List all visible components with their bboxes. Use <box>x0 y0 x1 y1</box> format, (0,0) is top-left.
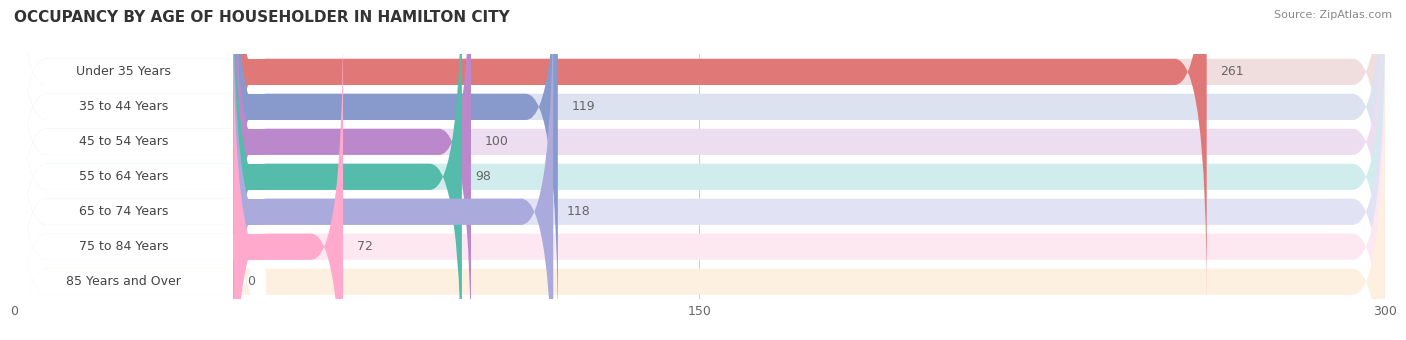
FancyBboxPatch shape <box>14 15 1385 340</box>
FancyBboxPatch shape <box>14 0 1385 339</box>
Bar <box>233 164 266 190</box>
Text: 0: 0 <box>247 275 254 288</box>
FancyBboxPatch shape <box>14 0 266 340</box>
FancyBboxPatch shape <box>14 0 1385 304</box>
Text: 75 to 84 Years: 75 to 84 Years <box>79 240 169 253</box>
Text: OCCUPANCY BY AGE OF HOUSEHOLDER IN HAMILTON CITY: OCCUPANCY BY AGE OF HOUSEHOLDER IN HAMIL… <box>14 10 510 25</box>
FancyBboxPatch shape <box>14 50 1385 340</box>
FancyBboxPatch shape <box>14 0 266 340</box>
Bar <box>233 199 266 225</box>
Text: 35 to 44 Years: 35 to 44 Years <box>79 100 169 113</box>
Text: 119: 119 <box>571 100 595 113</box>
Text: 72: 72 <box>357 240 373 253</box>
Text: 65 to 74 Years: 65 to 74 Years <box>79 205 169 218</box>
FancyBboxPatch shape <box>14 50 266 340</box>
Bar <box>233 94 266 120</box>
FancyBboxPatch shape <box>14 0 266 340</box>
FancyBboxPatch shape <box>14 0 266 339</box>
FancyBboxPatch shape <box>14 0 1385 340</box>
Bar <box>233 59 266 85</box>
Text: Under 35 Years: Under 35 Years <box>76 65 172 79</box>
FancyBboxPatch shape <box>233 15 343 340</box>
Text: 100: 100 <box>485 135 509 148</box>
FancyBboxPatch shape <box>233 0 554 340</box>
Text: 55 to 64 Years: 55 to 64 Years <box>79 170 169 183</box>
Text: 85 Years and Over: 85 Years and Over <box>66 275 181 288</box>
Text: 118: 118 <box>567 205 591 218</box>
FancyBboxPatch shape <box>233 0 558 339</box>
FancyBboxPatch shape <box>233 0 463 340</box>
FancyBboxPatch shape <box>14 15 266 340</box>
Bar <box>233 234 266 260</box>
FancyBboxPatch shape <box>14 0 1385 340</box>
Text: Source: ZipAtlas.com: Source: ZipAtlas.com <box>1274 10 1392 20</box>
FancyBboxPatch shape <box>14 0 266 304</box>
FancyBboxPatch shape <box>14 0 1385 340</box>
Text: 45 to 54 Years: 45 to 54 Years <box>79 135 169 148</box>
Text: 261: 261 <box>1220 65 1244 79</box>
FancyBboxPatch shape <box>233 0 471 340</box>
Text: 98: 98 <box>475 170 492 183</box>
FancyBboxPatch shape <box>233 0 1206 304</box>
Bar <box>233 129 266 155</box>
